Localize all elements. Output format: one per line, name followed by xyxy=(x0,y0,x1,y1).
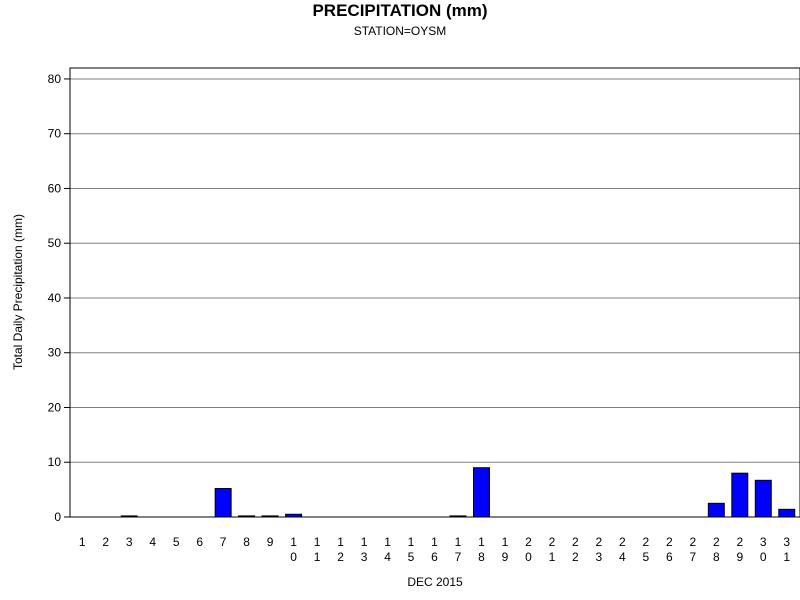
x-tick-label-7: 7 xyxy=(220,535,227,549)
x-axis-label: DEC 2015 xyxy=(407,575,463,589)
x-tick-label-27-1: 7 xyxy=(689,550,696,564)
x-tick-label-16-0: 1 xyxy=(431,535,438,549)
x-tick-label-22-1: 2 xyxy=(572,550,579,564)
x-tick-label-17-0: 1 xyxy=(455,535,462,549)
y-tick-label-50: 50 xyxy=(48,236,62,250)
x-tick-label-29-1: 9 xyxy=(736,550,743,564)
bar-18 xyxy=(472,467,490,518)
x-tick-label-28-1: 8 xyxy=(713,550,720,564)
x-tick-label-21-1: 1 xyxy=(549,550,556,564)
x-tick-label-20-1: 0 xyxy=(525,550,532,564)
x-tick-label-1: 1 xyxy=(79,535,86,549)
x-tick-label-17-1: 7 xyxy=(455,550,462,564)
x-tick-label-11-1: 1 xyxy=(314,550,321,564)
x-axis: 1 2 3 4 5 6 7 8 9 1011121314151617181920212223242… xyxy=(79,535,791,564)
y-tick-label-80: 80 xyxy=(48,72,62,86)
chart-subtitle: STATION=OYSM xyxy=(353,24,447,38)
y-tick-label-10: 10 xyxy=(48,455,62,469)
x-tick-label-14-0: 1 xyxy=(384,535,391,549)
x-tick-label-8: 8 xyxy=(243,535,250,549)
x-tick-label-4: 4 xyxy=(149,535,156,549)
plot-frame xyxy=(69,67,800,518)
x-tick-label-6: 6 xyxy=(196,535,203,549)
y-tick-label-40: 40 xyxy=(48,291,62,305)
y-tick-label-70: 70 xyxy=(48,127,62,141)
x-tick-label-25-1: 5 xyxy=(643,550,650,564)
x-tick-label-9: 9 xyxy=(267,535,274,549)
x-tick-label-22-0: 2 xyxy=(572,535,579,549)
x-tick-label-27-0: 2 xyxy=(689,535,696,549)
x-tick-label-23-1: 3 xyxy=(596,550,603,564)
chart-title: PRECIPITATION (mm) xyxy=(312,1,488,20)
x-tick-label-12-0: 1 xyxy=(337,535,344,549)
bar-29 xyxy=(731,472,749,518)
bar-28 xyxy=(707,502,725,518)
x-tick-label-30-0: 3 xyxy=(760,535,767,549)
x-tick-label-3: 3 xyxy=(126,535,133,549)
bars xyxy=(120,467,796,518)
x-tick-label-13-1: 3 xyxy=(361,550,368,564)
y-tick-label-30: 30 xyxy=(48,346,62,360)
x-tick-label-24-0: 2 xyxy=(619,535,626,549)
x-tick-label-13-0: 1 xyxy=(361,535,368,549)
x-tick-label-28-0: 2 xyxy=(713,535,720,549)
y-tick-label-0: 0 xyxy=(54,510,61,524)
x-tick-label-11-0: 1 xyxy=(314,535,321,549)
y-tick-label-20: 20 xyxy=(48,400,62,414)
x-tick-label-24-1: 4 xyxy=(619,550,626,564)
x-tick-label-14-1: 4 xyxy=(384,550,391,564)
x-tick-label-18-0: 1 xyxy=(478,535,485,549)
x-tick-label-23-0: 2 xyxy=(596,535,603,549)
bar-31 xyxy=(778,508,796,518)
x-tick-label-19-0: 1 xyxy=(502,535,509,549)
x-tick-label-16-1: 6 xyxy=(431,550,438,564)
x-tick-label-31-1: 1 xyxy=(783,550,790,564)
y-tick-label-60: 60 xyxy=(48,181,62,195)
x-tick-label-10-0: 1 xyxy=(290,535,297,549)
x-tick-label-25-0: 2 xyxy=(643,535,650,549)
x-tick-label-26-1: 6 xyxy=(666,550,673,564)
x-tick-label-5: 5 xyxy=(173,535,180,549)
x-tick-label-20-0: 2 xyxy=(525,535,532,549)
bar-30 xyxy=(754,479,772,518)
x-tick-label-18-1: 8 xyxy=(478,550,485,564)
x-tick-label-26-0: 2 xyxy=(666,535,673,549)
x-tick-label-12-1: 2 xyxy=(337,550,344,564)
x-tick-label-19-1: 9 xyxy=(502,550,509,564)
y-axis: 0 10 20 30 40 50 60 70 80 xyxy=(48,72,70,524)
x-tick-label-15-0: 1 xyxy=(408,535,415,549)
bar-7 xyxy=(214,488,232,518)
x-tick-label-15-1: 5 xyxy=(408,550,415,564)
x-tick-label-10-1: 0 xyxy=(290,550,297,564)
y-axis-label: Total Daily Precipitation (mm) xyxy=(11,214,25,370)
x-tick-label-2: 2 xyxy=(102,535,109,549)
x-tick-label-21-0: 2 xyxy=(549,535,556,549)
gridlines xyxy=(70,78,800,463)
x-tick-label-29-0: 2 xyxy=(736,535,743,549)
x-tick-label-30-1: 0 xyxy=(760,550,767,564)
x-tick-label-31-0: 3 xyxy=(783,535,790,549)
